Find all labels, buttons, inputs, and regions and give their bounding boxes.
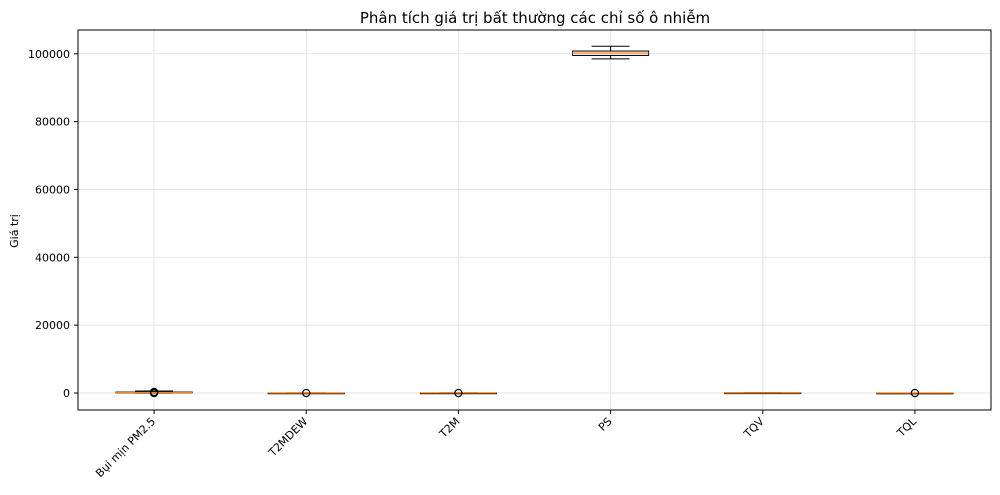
x-tick-label: TQL — [894, 414, 920, 440]
outlier-point — [454, 388, 463, 398]
x-tick-label: T2MDEW — [265, 415, 310, 460]
outlier-point — [149, 387, 159, 397]
chart-title: Phân tích giá trị bất thường các chỉ số … — [360, 9, 710, 27]
box-6 — [876, 388, 954, 398]
x-tick-label: T2M — [436, 415, 462, 441]
x-tick-label: TQV — [741, 415, 767, 441]
outlier-point — [910, 388, 920, 398]
box-3 — [419, 388, 497, 398]
box-5 — [724, 392, 802, 395]
x-ticks: Bụi mịn PM2.5 T2MDEW T2M PS TQV TQL — [93, 410, 920, 480]
y-tick-label: 20000 — [35, 319, 70, 332]
y-tick-label: 100000 — [28, 48, 70, 61]
box-1 — [115, 387, 193, 398]
y-ticks: 0 20000 40000 60000 80000 100000 — [28, 48, 78, 400]
y-tick-label: 40000 — [35, 251, 70, 264]
box-4 — [572, 45, 650, 60]
y-axis-label: Giá trị — [8, 214, 21, 248]
box-2 — [267, 388, 345, 398]
x-tick-label: Bụi mịn PM2.5 — [93, 415, 158, 480]
y-tick-label: 60000 — [35, 183, 70, 196]
grid-lines — [78, 30, 991, 410]
boxes — [115, 45, 954, 398]
y-tick-label: 0 — [63, 387, 70, 400]
y-tick-label: 80000 — [35, 116, 70, 129]
x-tick-label: PS — [596, 415, 615, 434]
plot-frame — [77, 29, 992, 411]
outlier-point — [302, 388, 311, 398]
